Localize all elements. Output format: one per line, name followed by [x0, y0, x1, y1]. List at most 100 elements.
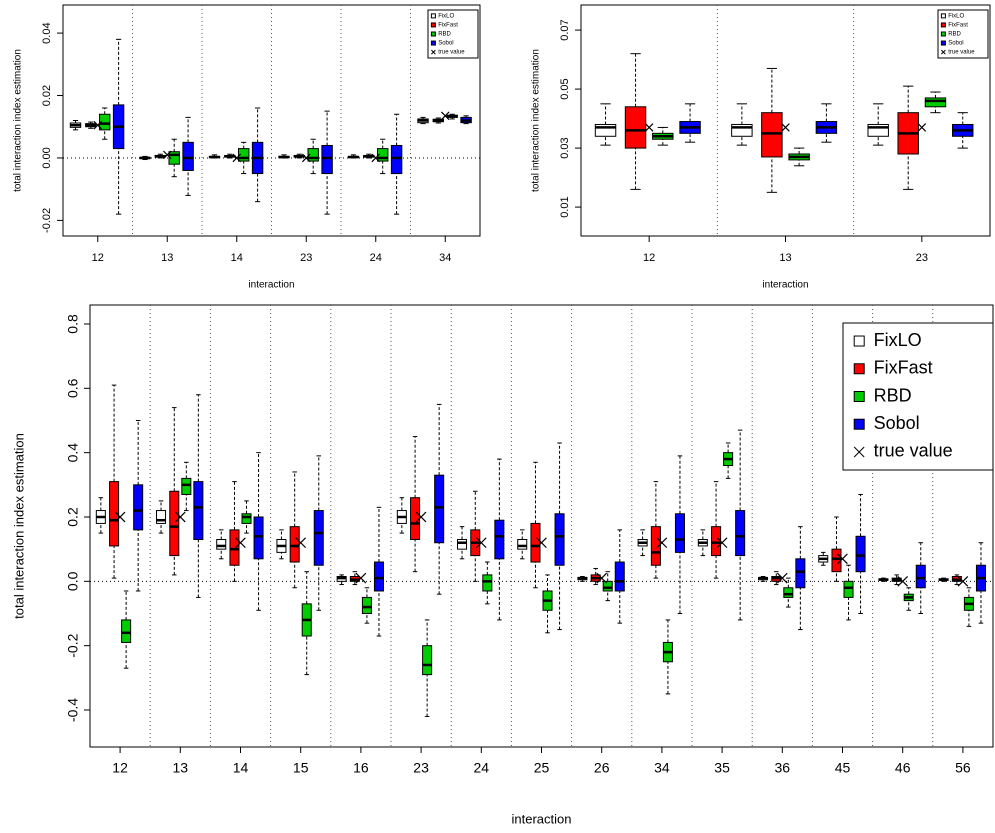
box: [361, 596, 372, 614]
x-tick-label: 45: [835, 760, 851, 776]
box: [795, 558, 806, 589]
legend-marker: [431, 49, 436, 55]
box: [674, 513, 685, 553]
box: [307, 148, 319, 162]
legend-label: RBD: [874, 385, 912, 405]
x-tick-label: 12: [643, 252, 655, 264]
legend-swatch: [430, 13, 436, 19]
x-tick-label: 14: [233, 760, 249, 776]
box: [410, 497, 421, 541]
legend-swatch: [430, 22, 436, 28]
x-axis-label: interaction: [512, 811, 572, 826]
x-tick-label: 36: [775, 760, 791, 776]
x-tick-label: 23: [300, 252, 312, 264]
x-tick-label: 34: [439, 252, 451, 264]
legend-label: FixLO: [438, 13, 454, 19]
box: [761, 112, 783, 158]
true-value-marker: [174, 511, 186, 523]
legend-marker: [853, 446, 865, 458]
legend-label: Sobol: [874, 413, 920, 433]
y-tick-label: 0.6: [65, 378, 81, 398]
true-value-marker: [415, 511, 427, 523]
true-value-marker: [837, 553, 848, 565]
box: [241, 513, 252, 524]
x-axis-label: interaction: [248, 280, 294, 291]
box: [216, 539, 227, 550]
true-value-marker: [232, 153, 242, 163]
legend-swatch: [940, 40, 946, 46]
true-value-marker: [644, 123, 654, 132]
x-tick-label: 56: [955, 760, 971, 776]
x-tick-label: 12: [112, 760, 128, 776]
x-tick-label: 35: [714, 760, 730, 776]
y-tick-label: 0.2: [65, 507, 81, 527]
legend-label: FixFast: [438, 23, 458, 29]
legend-swatch: [430, 40, 436, 46]
y-axis-label: total interaction index estimation: [13, 49, 24, 192]
box: [229, 529, 240, 566]
true-value-marker: [776, 572, 788, 584]
legend-swatch: [430, 31, 436, 37]
box: [783, 587, 794, 598]
x-tick-label: 34: [654, 760, 670, 776]
y-tick-label: 0.02: [41, 85, 53, 106]
y-tick-label: -0.4: [65, 698, 81, 722]
legend-label: Sobol: [948, 41, 963, 47]
legend-swatch: [853, 363, 865, 375]
true-value-marker: [235, 537, 246, 549]
true-value-marker: [897, 576, 909, 587]
x-axis-label: interaction: [762, 280, 808, 291]
box: [855, 535, 866, 573]
true-value-marker: [917, 123, 927, 132]
x-tick-label: 24: [474, 760, 490, 776]
legend-label: true value: [438, 50, 465, 56]
legend-box: [842, 322, 994, 471]
box: [594, 123, 617, 137]
x-tick-label: 26: [594, 760, 610, 776]
true-value-marker: [162, 150, 172, 160]
x-tick-label: 46: [895, 760, 911, 776]
true-value-marker: [781, 123, 790, 132]
y-tick-label: 0.03: [559, 137, 571, 158]
box: [915, 564, 926, 589]
y-tick-label: 0.04: [41, 22, 53, 43]
x-tick-label: 15: [293, 760, 309, 776]
true-value-marker: [536, 537, 547, 549]
x-tick-label: 23: [413, 760, 429, 776]
legend-label: FixFast: [948, 23, 968, 29]
true-value-marker: [596, 572, 608, 584]
box: [181, 477, 192, 495]
true-value-marker: [355, 572, 367, 584]
x-tick-label: 25: [534, 760, 550, 776]
box: [168, 151, 180, 165]
legend-swatch: [940, 31, 946, 37]
y-tick-label: 0.01: [559, 196, 571, 217]
legend-swatch: [940, 22, 946, 28]
x-tick-label: 16: [353, 760, 369, 776]
legend-marker: [941, 49, 946, 55]
y-tick-label: -0.02: [41, 208, 53, 233]
legend-label: RBD: [438, 32, 451, 38]
x-tick-label: 14: [231, 252, 243, 264]
box: [169, 490, 180, 557]
box: [434, 474, 445, 544]
legend-label: FixLO: [874, 330, 922, 350]
legend-swatch: [853, 418, 865, 430]
legend-label: FixLO: [948, 13, 964, 19]
legend-label: RBD: [948, 32, 961, 38]
x-tick-label: 13: [779, 252, 791, 264]
y-tick-label: 0.4: [65, 443, 81, 463]
box: [373, 561, 384, 592]
legend-label: Sobol: [438, 41, 453, 47]
y-tick-label: 0.07: [559, 19, 571, 40]
box: [109, 481, 120, 547]
box: [650, 526, 661, 566]
box: [554, 513, 565, 566]
legend-box: [937, 9, 989, 59]
x-tick-label: 13: [173, 760, 189, 776]
box: [482, 574, 493, 592]
legend-label: FixFast: [874, 358, 933, 378]
true-value-marker: [656, 537, 668, 549]
